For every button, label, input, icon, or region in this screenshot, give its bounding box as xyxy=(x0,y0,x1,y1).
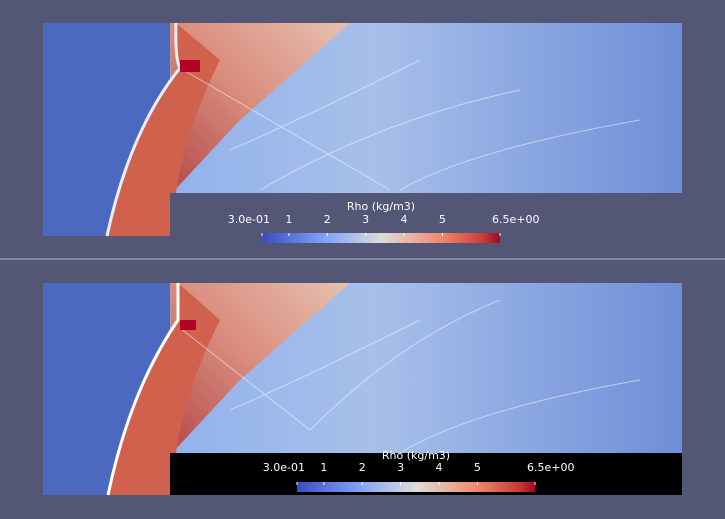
colorbar-tick-label: 3.0e-01 xyxy=(228,213,270,226)
colorbar-tick-label: 3 xyxy=(362,213,369,226)
colorbar-tick-label: 1 xyxy=(285,213,292,226)
colorbar: Rho (kg/m3) 3.0e-01 1 2 3 4 5 6.5e+00 xyxy=(263,449,574,492)
colorbar-tick-label: 2 xyxy=(359,461,366,474)
colorbar-tick-label: 1 xyxy=(320,461,327,474)
colorbar-ramp xyxy=(297,482,535,492)
contour-lines xyxy=(179,59,641,191)
panel-bottom xyxy=(43,283,682,496)
panel-top xyxy=(43,22,682,237)
colorbar-title: Rho (kg/m3) xyxy=(382,449,450,462)
colorbar: Rho (kg/m3) 3.0e-01 1 2 3 4 5 6.5e+00 xyxy=(228,200,539,243)
shock-layer xyxy=(108,283,220,495)
contour-lines xyxy=(179,299,641,454)
bow-shock xyxy=(105,22,182,237)
colorbar-tick-label: 5 xyxy=(474,461,481,474)
colorbar-tick-label: 6.5e+00 xyxy=(527,461,574,474)
colorbar-tick-label: 3 xyxy=(397,461,404,474)
shock-layer xyxy=(107,23,220,236)
peak-density xyxy=(180,60,200,72)
colorbar-title: Rho (kg/m3) xyxy=(347,200,415,213)
colorbar-tick-label: 6.5e+00 xyxy=(492,213,539,226)
colorbar-tick-label: 4 xyxy=(401,213,408,226)
peak-density xyxy=(180,320,196,330)
colorbar-tick-label: 5 xyxy=(439,213,446,226)
colorbar-tick-label: 2 xyxy=(324,213,331,226)
colorbar-tick-label: 4 xyxy=(436,461,443,474)
colorbar-ramp xyxy=(262,233,500,243)
colorbar-tick-label: 3.0e-01 xyxy=(263,461,305,474)
bow-shock xyxy=(106,283,180,496)
